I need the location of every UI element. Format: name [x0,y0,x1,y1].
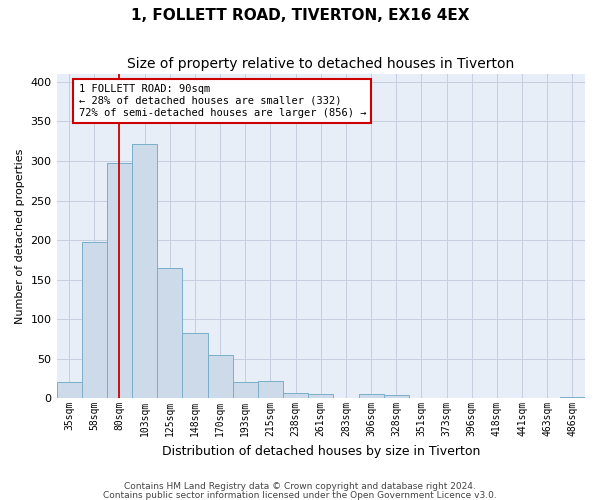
Text: Contains HM Land Registry data © Crown copyright and database right 2024.: Contains HM Land Registry data © Crown c… [124,482,476,491]
Text: 1, FOLLETT ROAD, TIVERTON, EX16 4EX: 1, FOLLETT ROAD, TIVERTON, EX16 4EX [131,8,469,22]
Bar [107,162,132,398]
Bar [157,268,182,398]
Bar [132,144,157,398]
Bar [82,242,107,398]
X-axis label: Distribution of detached houses by size in Tiverton: Distribution of detached houses by size … [161,444,480,458]
Bar [383,395,409,398]
Bar [283,392,308,398]
Title: Size of property relative to detached houses in Tiverton: Size of property relative to detached ho… [127,58,514,71]
Bar [208,354,233,398]
Bar [182,334,208,398]
Text: Contains public sector information licensed under the Open Government Licence v3: Contains public sector information licen… [103,490,497,500]
Bar [560,396,585,398]
Y-axis label: Number of detached properties: Number of detached properties [15,148,25,324]
Bar [233,382,258,398]
Text: 1 FOLLETT ROAD: 90sqm
← 28% of detached houses are smaller (332)
72% of semi-det: 1 FOLLETT ROAD: 90sqm ← 28% of detached … [79,84,366,117]
Bar [359,394,383,398]
Bar [258,380,283,398]
Bar [308,394,334,398]
Bar [56,382,82,398]
